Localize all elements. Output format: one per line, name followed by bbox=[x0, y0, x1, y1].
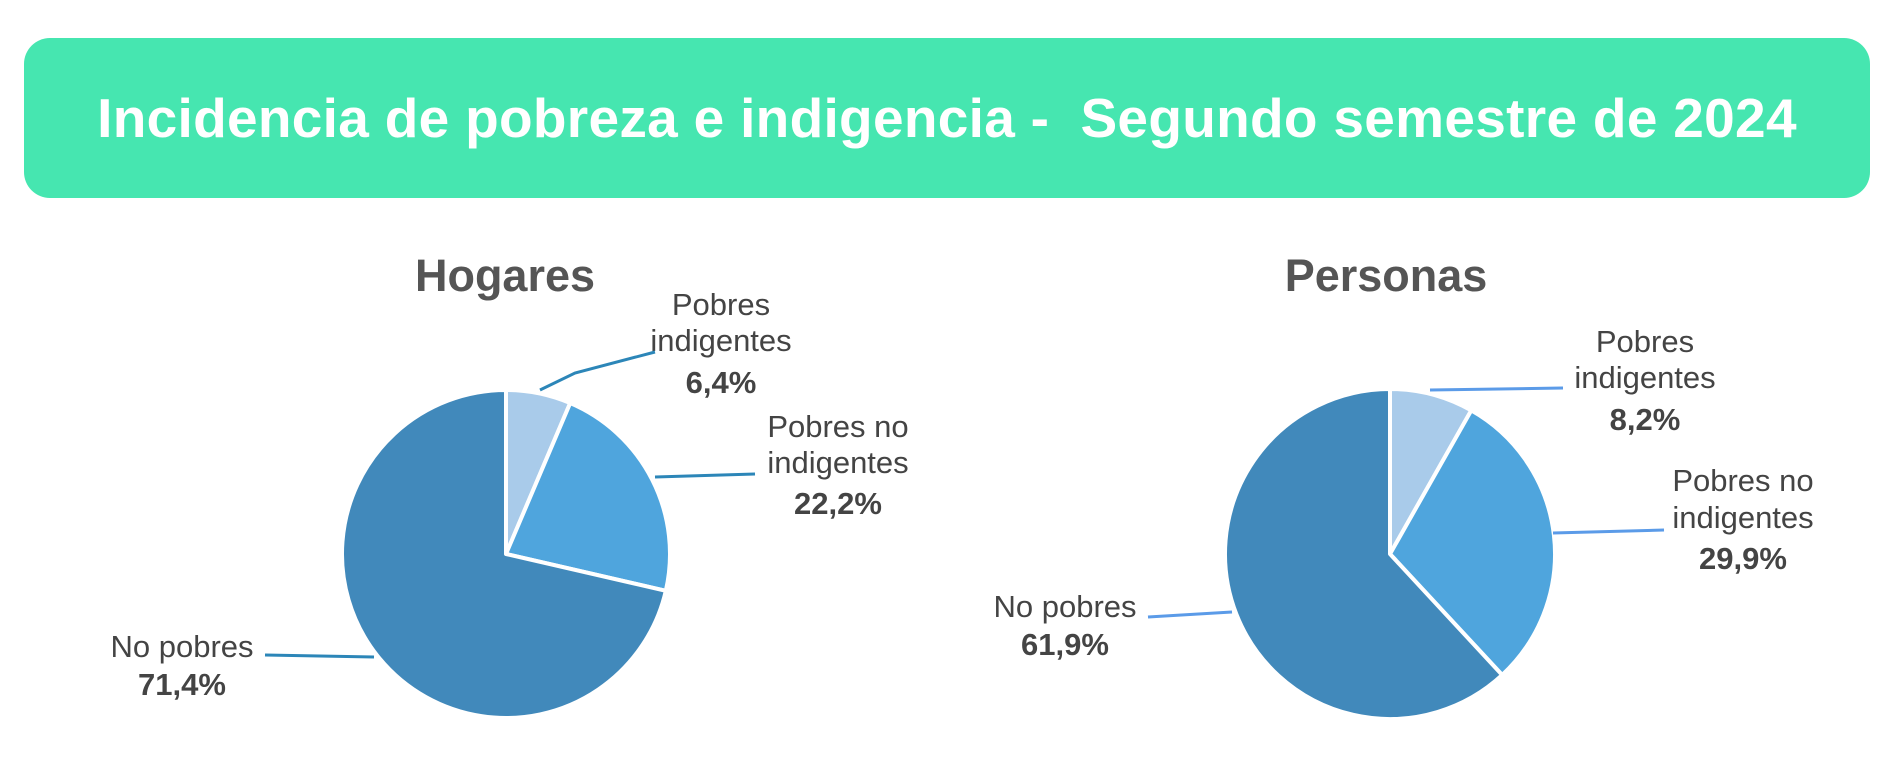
label-personas-no-indigentes-line1: Pobres no bbox=[1672, 463, 1813, 498]
label-personas-indigentes-line2: indigentes bbox=[1574, 360, 1715, 395]
title-banner: Incidencia de pobreza e indigencia - Seg… bbox=[24, 38, 1870, 198]
value-personas-no-indigentes: 29,9% bbox=[1699, 541, 1787, 576]
chart-personas: Personas Pobres indigentes 8,2% Pobres n… bbox=[993, 250, 1814, 721]
label-personas-indigentes-line1: Pobres bbox=[1596, 324, 1694, 359]
label-hogares-no-indigentes-line2: indigentes bbox=[767, 445, 908, 480]
chart-title-hogares: Hogares bbox=[415, 250, 595, 301]
pie-slice-hogares-no-pobres bbox=[340, 388, 668, 720]
page-title: Incidencia de pobreza e indigencia - Seg… bbox=[97, 87, 1797, 149]
leader-personas-no-indigentes bbox=[1552, 528, 1665, 535]
label-hogares-indigentes-line2: indigentes bbox=[650, 323, 791, 358]
chart-title-personas: Personas bbox=[1285, 250, 1488, 301]
pie-slice-personas-no-pobres bbox=[1223, 387, 1505, 721]
labels-hogares: Pobres indigentes 6,4% Pobres no indigen… bbox=[110, 287, 908, 702]
value-hogares-no-pobres: 71,4% bbox=[138, 667, 226, 702]
label-personas-no-indigentes-line2: indigentes bbox=[1672, 500, 1813, 535]
pie-slice-personas-pobres-no-indigentes bbox=[1388, 408, 1557, 677]
leader-hogares-no-indigentes bbox=[654, 472, 756, 479]
label-hogares-no-pobres: No pobres bbox=[110, 629, 253, 664]
chart-hogares: Hogares Pobres indigentes 6,4% Pobres no… bbox=[110, 250, 909, 720]
leader-hogares-indigentes bbox=[539, 350, 656, 392]
leader-personas-indigentes bbox=[1429, 386, 1564, 392]
leader-personas-no-pobres bbox=[1147, 610, 1233, 619]
label-hogares-indigentes-line1: Pobres bbox=[672, 287, 770, 322]
labels-personas: Pobres indigentes 8,2% Pobres no indigen… bbox=[993, 324, 1813, 662]
pie-hogares bbox=[340, 388, 672, 720]
value-personas-indigentes: 8,2% bbox=[1610, 402, 1681, 437]
value-hogares-indigentes: 6,4% bbox=[686, 365, 757, 400]
value-personas-no-pobres: 61,9% bbox=[1021, 627, 1109, 662]
label-hogares-no-indigentes-line1: Pobres no bbox=[767, 409, 908, 444]
leader-hogares-no-pobres bbox=[264, 653, 375, 659]
label-personas-no-pobres: No pobres bbox=[993, 589, 1136, 624]
value-hogares-no-indigentes: 22,2% bbox=[794, 486, 882, 521]
pie-personas bbox=[1223, 387, 1557, 721]
pie-slice-hogares-pobres-no-indigentes bbox=[504, 401, 672, 593]
